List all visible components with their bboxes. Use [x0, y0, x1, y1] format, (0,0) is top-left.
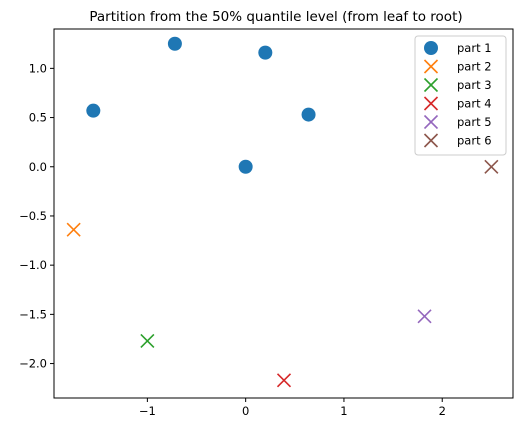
legend-marker — [423, 77, 439, 93]
data-point-series-4 — [276, 373, 292, 388]
x-axis: −1 0 1 2 — [139, 398, 446, 418]
y-tick-label: −1.5 — [19, 307, 47, 321]
x-tick-label: 0 — [242, 404, 249, 418]
chart-title: Partition from the 50% quantile level (f… — [89, 9, 462, 25]
legend-label: part 2 — [457, 60, 492, 74]
data-point-series-1 — [301, 107, 316, 122]
y-tick-label: 0.5 — [29, 111, 47, 125]
legend-label: part 4 — [457, 97, 492, 111]
data-point-series-1 — [86, 103, 101, 118]
data-point-series-6 — [484, 159, 499, 174]
y-tick-label: 0.0 — [29, 160, 47, 174]
legend-label: part 5 — [457, 115, 492, 129]
y-tick-label: 1.0 — [29, 61, 47, 75]
legend: part 1 part 2 part 3 part 4 part 5 part 6 — [414, 35, 507, 156]
x-tick-label: −1 — [139, 404, 156, 418]
y-axis: 1.0 0.5 0.0 −0.5 −1.0 −1.5 −2.0 — [19, 61, 54, 371]
legend-box — [414, 35, 507, 156]
data-point-series-5 — [417, 309, 432, 324]
x-tick-label: 1 — [340, 404, 347, 418]
legend-marker — [423, 114, 439, 130]
y-tick-label: −0.5 — [19, 209, 47, 223]
legend-label: part 3 — [457, 78, 492, 92]
legend-marker — [423, 59, 439, 74]
data-point-series-3 — [140, 333, 155, 348]
legend-marker — [424, 41, 438, 55]
legend-marker — [423, 96, 439, 111]
data-point-series-1 — [238, 159, 253, 174]
legend-label: part 6 — [457, 134, 492, 148]
legend-marker — [423, 133, 439, 148]
data-point-series-1 — [167, 36, 182, 51]
data-point-series-1 — [258, 45, 273, 60]
data-point-series-2 — [66, 222, 81, 237]
y-tick-label: −1.0 — [19, 258, 47, 272]
y-tick-label: −2.0 — [19, 357, 47, 371]
x-tick-label: 2 — [439, 404, 446, 418]
data-points — [66, 36, 499, 388]
legend-label: part 1 — [457, 41, 492, 55]
